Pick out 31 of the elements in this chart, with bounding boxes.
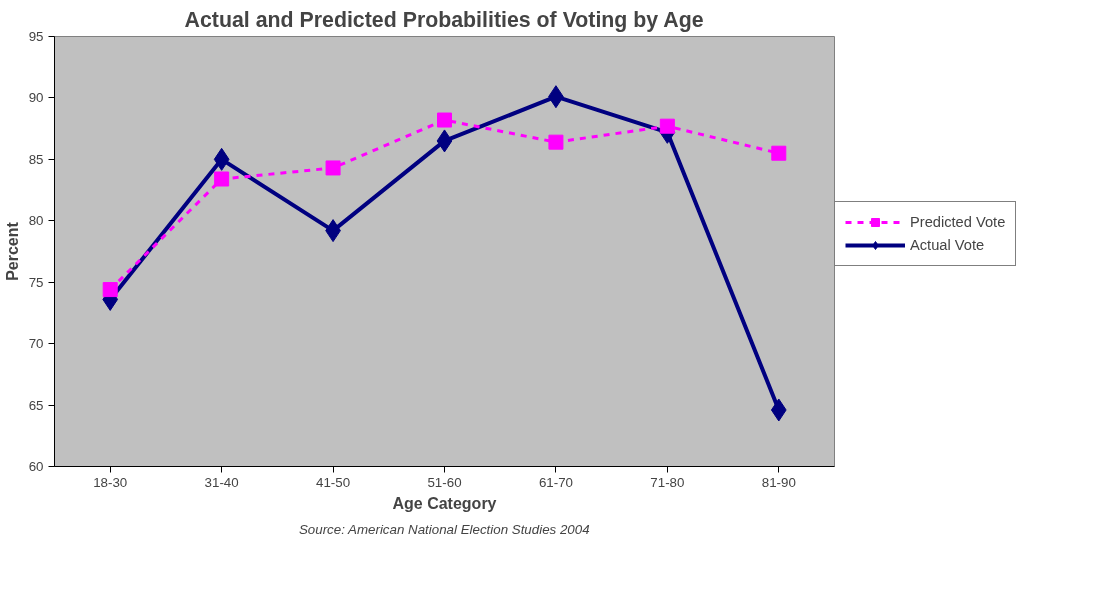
x-tick-label: 71-80 [650, 474, 685, 490]
x-tick-label: 18-30 [93, 474, 128, 490]
legend-label: Actual Vote [910, 237, 985, 253]
point [436, 129, 453, 153]
source-note: Source: American National Election Studies 2004 [298, 521, 590, 537]
y-axis-title: Percent [3, 221, 21, 281]
y-tick-label: 80 [28, 213, 44, 229]
y-tick-label: 85 [28, 151, 44, 167]
x-tick-label: 31-40 [204, 474, 239, 490]
x-axis-title: Age Category [392, 494, 497, 512]
point [325, 160, 341, 176]
y-tick-label: 60 [28, 459, 44, 474]
x-tick-label: 51-60 [427, 474, 462, 490]
point [770, 398, 787, 422]
y-tick-label: 70 [28, 336, 44, 352]
x-tick-label: 81-90 [761, 474, 796, 490]
y-tick-label: 90 [28, 90, 44, 106]
y-tick-label: 65 [28, 397, 44, 413]
chart-title: Actual and Predicted Probabilities of Voting by Age [184, 7, 704, 32]
point [213, 147, 230, 171]
y-tick-label: 75 [28, 274, 44, 290]
point [771, 145, 787, 161]
point [437, 112, 452, 128]
point [548, 134, 564, 150]
y-tick-label: 95 [28, 29, 44, 44]
x-tick-label: 41-50 [316, 474, 351, 490]
point [659, 118, 675, 134]
point [214, 171, 230, 187]
legend-label: Predicted Vote [910, 214, 1006, 230]
point [102, 282, 118, 298]
x-tick-label: 61-70 [538, 474, 573, 490]
